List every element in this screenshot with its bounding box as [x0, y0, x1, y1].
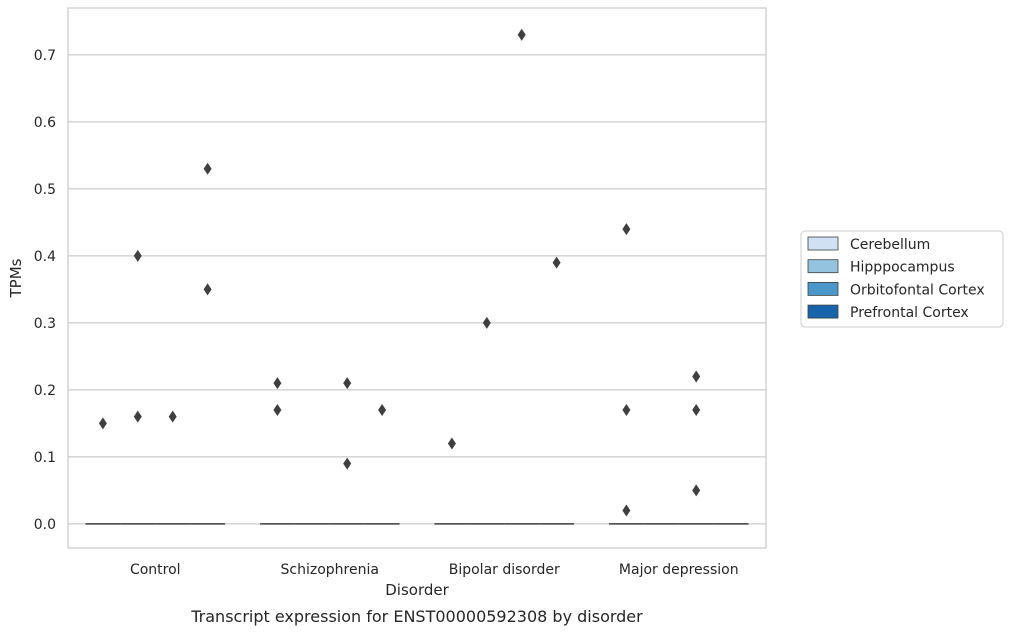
outlier-point — [622, 504, 631, 517]
outlier-point — [273, 403, 282, 416]
y-tick-label: 0.5 — [34, 182, 56, 198]
outlier-point — [273, 377, 282, 390]
legend-swatch — [807, 259, 839, 274]
outlier-point — [622, 403, 631, 416]
legend-frame — [800, 230, 1004, 328]
y-tick-label: 0.7 — [34, 48, 56, 64]
outlier-point — [447, 437, 456, 450]
legend-label: Cerebellum — [850, 237, 930, 253]
outlier-point — [692, 403, 701, 416]
legend-swatch — [807, 236, 839, 251]
outlier-point — [203, 162, 212, 175]
legend-label: Orbitofontal Cortex — [850, 282, 985, 298]
outlier-point — [343, 377, 352, 390]
chart-caption: Transcript expression for ENST0000059230… — [190, 607, 643, 626]
outlier-point — [692, 484, 701, 497]
outlier-point — [203, 283, 212, 296]
outlier-point — [517, 28, 526, 41]
x-tick-labels: Control Schizophrenia Bipolar disorder Majo… — [130, 562, 739, 578]
outlier-point — [133, 249, 142, 262]
outlier-point — [133, 410, 142, 423]
x-tick-label: Bipolar disorder — [449, 562, 560, 578]
outlier-point — [622, 223, 631, 236]
outlier-markers — [98, 28, 701, 517]
legend: Cerebellum Hipppocampus Orbitofontal Corte… — [800, 230, 1004, 328]
legend-swatch — [807, 281, 839, 296]
x-tick-label: Schizophrenia — [281, 562, 379, 578]
y-tick-label: 0.0 — [34, 517, 56, 533]
legend-swatch — [807, 304, 839, 319]
outlier-point — [692, 370, 701, 383]
outlier-point — [98, 417, 107, 430]
outlier-point — [482, 316, 491, 329]
x-axis-title: Disorder — [385, 581, 449, 599]
outlier-point — [168, 410, 177, 423]
outlier-point — [552, 256, 561, 269]
x-tick-label: Major depression — [619, 562, 739, 578]
y-tick-label: 0.6 — [34, 115, 56, 131]
y-tick-labels: 0.0 0.1 0.2 0.3 0.4 0.5 0.6 0.7 — [34, 48, 56, 533]
legend-label: Hipppocampus — [850, 260, 955, 276]
y-tick-label: 0.1 — [34, 450, 56, 466]
x-tick-label: Control — [130, 562, 181, 578]
grid-lines — [68, 54, 766, 525]
plot-frame — [67, 7, 767, 549]
plot-area — [68, 8, 766, 548]
outlier-point — [378, 403, 387, 416]
y-tick-label: 0.2 — [34, 383, 56, 399]
outlier-point — [343, 457, 352, 470]
y-axis-title: TPMs — [7, 258, 25, 298]
y-tick-label: 0.4 — [34, 249, 56, 265]
legend-label: Prefrontal Cortex — [850, 305, 969, 321]
y-tick-label: 0.3 — [34, 316, 56, 332]
